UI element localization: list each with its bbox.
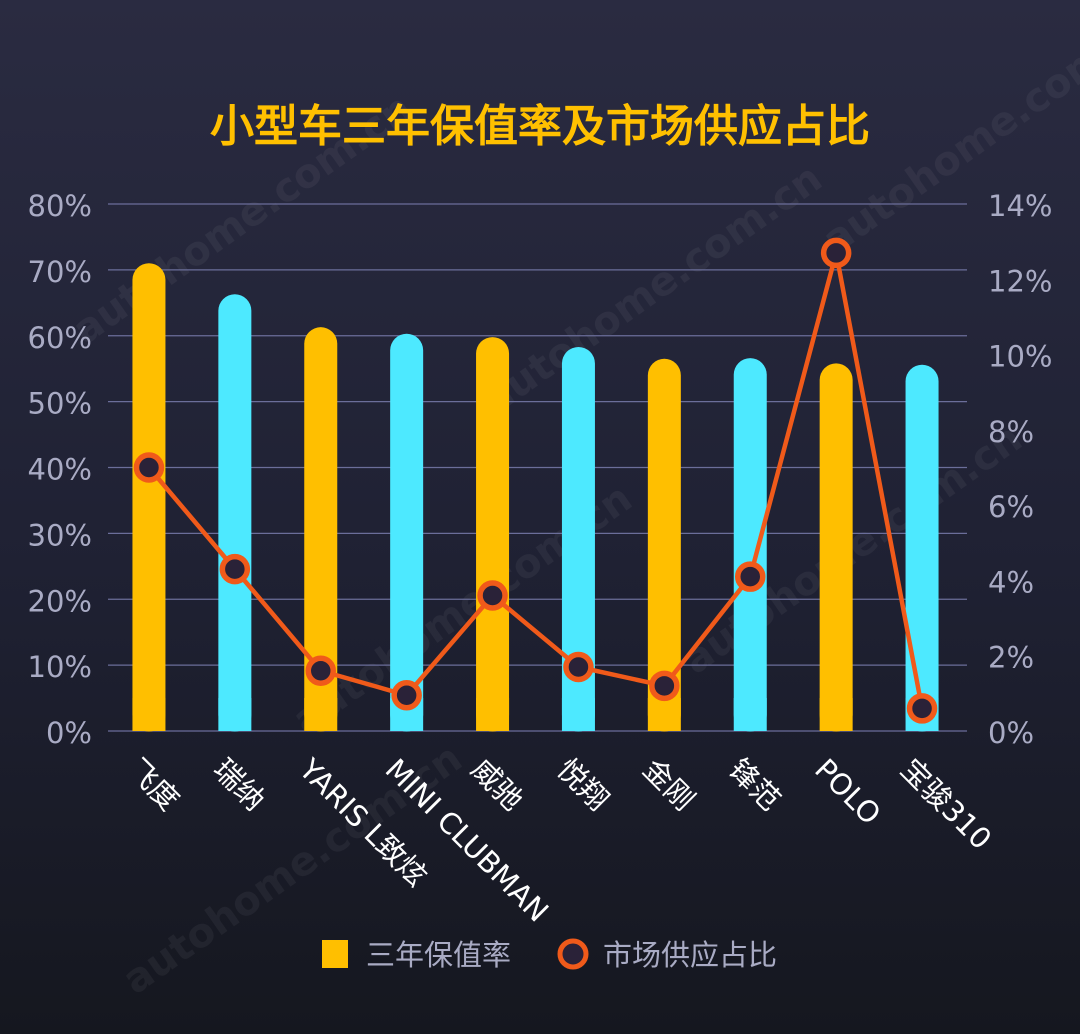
legend: 三年保值率 市场供应占比 bbox=[322, 938, 777, 972]
bar-base bbox=[647, 698, 681, 731]
bar-MINI CLUBMAN bbox=[390, 333, 424, 732]
chart-title: 小型车三年保值率及市场供应占比 bbox=[210, 101, 870, 152]
left-tick-label: 50% bbox=[28, 387, 92, 421]
left-tick-label: 60% bbox=[28, 321, 92, 355]
line-point-悦翔 bbox=[563, 651, 594, 683]
bar-base bbox=[132, 698, 166, 731]
left-tick-label: 20% bbox=[28, 584, 92, 618]
category-label: 威驰 bbox=[465, 752, 530, 817]
line-point-金刚 bbox=[649, 670, 680, 702]
left-tick-label: 40% bbox=[28, 453, 92, 487]
left-tick-label: 70% bbox=[28, 255, 92, 289]
line-point-威驰 bbox=[477, 580, 508, 611]
right-tick-label: 12% bbox=[988, 264, 1052, 298]
bar-POLO bbox=[819, 363, 853, 732]
left-tick-label: 30% bbox=[28, 518, 92, 552]
category-label: POLO bbox=[808, 752, 887, 831]
line-point-宝骏310 bbox=[906, 693, 938, 724]
right-tick-label: 14% bbox=[988, 189, 1052, 223]
bar-base bbox=[218, 698, 252, 731]
line-point-YARIS L致炫 bbox=[305, 655, 336, 687]
right-tick-label: 8% bbox=[988, 415, 1034, 449]
category-label: 飞度 bbox=[121, 752, 186, 817]
left-tick-label: 80% bbox=[28, 189, 92, 223]
bar-飞度 bbox=[132, 263, 166, 732]
line-point-MINI CLUBMAN bbox=[391, 679, 422, 711]
bar-锋范 bbox=[733, 358, 767, 732]
right-tick-label: 6% bbox=[988, 490, 1034, 524]
bar-YARIS L致炫 bbox=[304, 327, 338, 732]
bar-base bbox=[561, 698, 595, 731]
category-label: 锋范 bbox=[722, 752, 787, 817]
line-series bbox=[133, 237, 938, 724]
bar-base bbox=[819, 698, 853, 731]
left-axis-ticks: 0% 10% 20% 30% 40% 50% 60% 70% 80% bbox=[28, 189, 92, 750]
line-point-飞度 bbox=[133, 452, 165, 483]
legend-label-line: 市场供应占比 bbox=[603, 938, 777, 972]
bar-威驰 bbox=[476, 337, 510, 732]
bar-base bbox=[733, 698, 767, 731]
category-label: 金刚 bbox=[636, 752, 701, 817]
category-label: 宝骏310 bbox=[894, 752, 998, 856]
line-point-锋范 bbox=[735, 561, 766, 592]
bar-宝骏310 bbox=[905, 364, 939, 732]
right-tick-label: 4% bbox=[988, 565, 1034, 599]
line-point-POLO bbox=[820, 237, 852, 269]
bar-金刚 bbox=[647, 358, 681, 732]
legend-swatch-line bbox=[557, 938, 589, 970]
right-tick-label: 10% bbox=[988, 340, 1052, 374]
left-tick-label: 10% bbox=[28, 650, 92, 684]
line-path bbox=[147, 250, 925, 709]
bar-瑞纳 bbox=[218, 294, 252, 732]
left-tick-label: 0% bbox=[46, 716, 92, 750]
right-axis-ticks: 0% 2% 4% 6% 8% 10% 12% 14% bbox=[988, 189, 1052, 750]
right-tick-label: 0% bbox=[988, 716, 1034, 750]
bar-悦翔 bbox=[561, 346, 595, 732]
line-point-瑞纳 bbox=[219, 553, 251, 585]
right-tick-label: 2% bbox=[988, 641, 1034, 675]
bar-series bbox=[132, 263, 939, 732]
category-label: 悦翔 bbox=[550, 752, 615, 817]
legend-label-bar: 三年保值率 bbox=[366, 938, 511, 972]
bar-base bbox=[304, 698, 338, 731]
legend-swatch-bar bbox=[322, 940, 348, 968]
category-label: 瑞纳 bbox=[207, 752, 272, 817]
bar-base bbox=[476, 698, 510, 731]
